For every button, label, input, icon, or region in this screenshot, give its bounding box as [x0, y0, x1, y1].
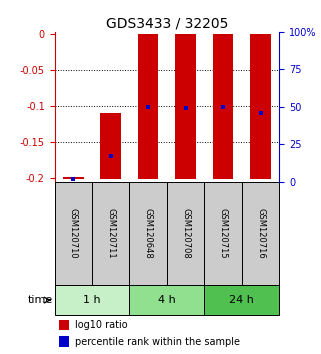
Text: 4 h: 4 h [158, 295, 176, 305]
Bar [100, 113, 121, 179]
Bar [175, 34, 196, 179]
Bar [92, 182, 129, 285]
Bar [129, 285, 204, 315]
Text: GSM120711: GSM120711 [106, 208, 115, 259]
Title: GDS3433 / 32205: GDS3433 / 32205 [106, 17, 228, 31]
Text: 1 h: 1 h [83, 295, 101, 305]
Bar [250, 34, 271, 179]
Bar [242, 182, 279, 285]
Text: GSM120708: GSM120708 [181, 208, 190, 259]
Bar [129, 182, 167, 285]
Text: percentile rank within the sample: percentile rank within the sample [75, 337, 240, 347]
Bar [204, 285, 279, 315]
Bar [167, 182, 204, 285]
Text: GSM120715: GSM120715 [219, 208, 228, 259]
Bar [204, 182, 242, 285]
Bar [55, 182, 92, 285]
Bar [63, 177, 83, 179]
Text: GSM120716: GSM120716 [256, 208, 265, 259]
Text: 24 h: 24 h [230, 295, 254, 305]
Bar [138, 34, 159, 179]
Text: time: time [28, 295, 53, 305]
Text: log10 ratio: log10 ratio [75, 320, 127, 330]
Text: GSM120648: GSM120648 [144, 208, 153, 259]
Bar [213, 34, 233, 179]
Bar [59, 320, 69, 330]
Bar [59, 336, 69, 347]
Text: GSM120710: GSM120710 [69, 208, 78, 259]
Bar [55, 285, 129, 315]
